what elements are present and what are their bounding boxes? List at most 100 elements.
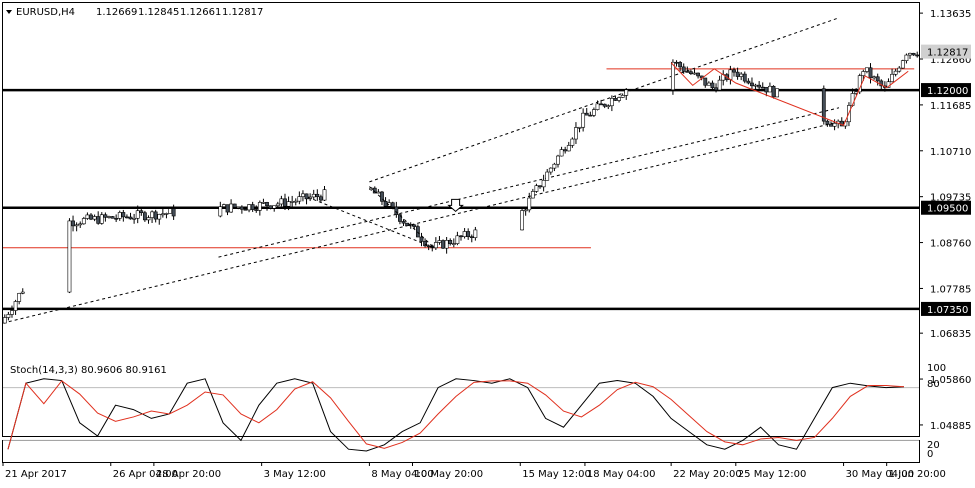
candle-body [372,187,377,194]
candle-body [821,88,826,122]
candle-body [125,216,129,219]
candle-body [556,155,560,165]
candle-body [534,185,539,192]
candle-body [254,209,259,211]
low-value: 1.12661 [180,7,221,18]
candle-body [160,213,165,216]
candle-body [559,149,564,157]
candle-body [225,204,230,213]
candle-body [99,214,104,224]
candle-body [142,212,147,221]
time-tick-label: 26 Apr 04:00 [113,469,178,480]
chart-header: EURUSD,H4 1.12669 1.12845 1.12661 1.1281… [6,7,263,18]
candle-body [401,221,406,224]
price-tick-label: 1.06835 [930,329,971,340]
head-shoulders-line [670,62,909,127]
candle-body [247,204,251,211]
candle-body [390,202,395,208]
candle-body [322,189,327,201]
candle-body [286,201,291,207]
price-tick-label: 1.10710 [930,147,971,158]
candle-body [588,114,593,117]
candle-body [592,109,596,116]
stoch-level-lines [3,387,919,441]
price-badge [921,301,971,316]
candle-body [319,196,323,201]
candle-body [613,98,618,101]
candle-body [279,198,284,205]
time-tick-label: 1 Jun 20:00 [889,469,946,480]
candle-body [405,222,410,226]
time-tick-label: 25 May 12:00 [738,469,807,480]
candle-body [541,179,546,188]
price-axis: 1.13635 1.12660 1.11685 1.10710 1.09735 1.087… [919,9,971,432]
candle-body [437,240,442,243]
wedge-dashed-line [304,186,435,249]
trend-channel [2,17,840,324]
candle-body [775,88,780,98]
price-badge-label: 1.12000 [927,86,968,97]
stochastic-lines [7,378,905,452]
candle-body [530,191,535,199]
candle-body [107,216,111,218]
candle-body [868,67,873,79]
candle-body [455,235,460,244]
price-tick-label: 1.11685 [930,101,971,112]
candle-body [577,126,582,129]
candle-body [67,220,72,293]
candle-body [103,214,108,218]
candle-body [315,193,320,198]
time-tick-label: 21 Apr 2017 [5,469,67,480]
time-tick-label: 30 May 04:00 [846,469,915,480]
candle-body [444,240,449,249]
candle-body [742,73,747,82]
candle-body [261,202,266,204]
candle-body [466,231,471,237]
candle-body [426,245,431,248]
candle-body [6,314,11,318]
candle-body [753,84,758,87]
candle-body [117,212,122,219]
candle-body [71,220,75,227]
candle-body [552,163,557,169]
candle-body [114,217,119,220]
candle-body [599,103,603,106]
candle-body [301,193,305,197]
time-tick-label: 8 May 04:00 [371,469,433,480]
candle-body [875,76,880,82]
stoch-axis-80: 80 [927,379,940,390]
candle-body [153,211,158,220]
candle-body [132,217,137,220]
stoch-main-line [7,378,905,452]
candle-body [297,196,302,202]
candle-body [13,301,18,311]
candle-body [92,216,97,220]
candle-body [764,87,769,93]
stoch-axis-0: 0 [927,449,933,460]
down-arrow-icon [447,198,464,213]
candle-body [714,87,718,91]
candle-body [283,198,287,207]
candle-body [146,217,151,221]
candle-body [398,214,402,222]
time-tick-label: 22 May 20:00 [673,469,742,480]
candle-body [110,216,115,219]
candle-body [624,89,629,96]
candle-body [595,103,600,110]
channel-line [369,17,840,183]
candle-body [829,123,833,127]
candle-body [17,293,22,302]
candle-body [394,206,399,215]
candle-body [2,317,7,324]
candle-body [620,95,625,98]
candle-body [566,145,571,152]
channel-mid-line [218,107,840,258]
candle-body [139,210,144,214]
dropdown-triangle-icon[interactable] [6,10,12,14]
price-badges: 1.12817 1.12000 1.09500 1.07350 [921,44,971,316]
price-badge [921,44,971,59]
price-tick-label: 1.09735 [930,193,971,204]
price-tick-label: 1.08760 [930,239,971,250]
